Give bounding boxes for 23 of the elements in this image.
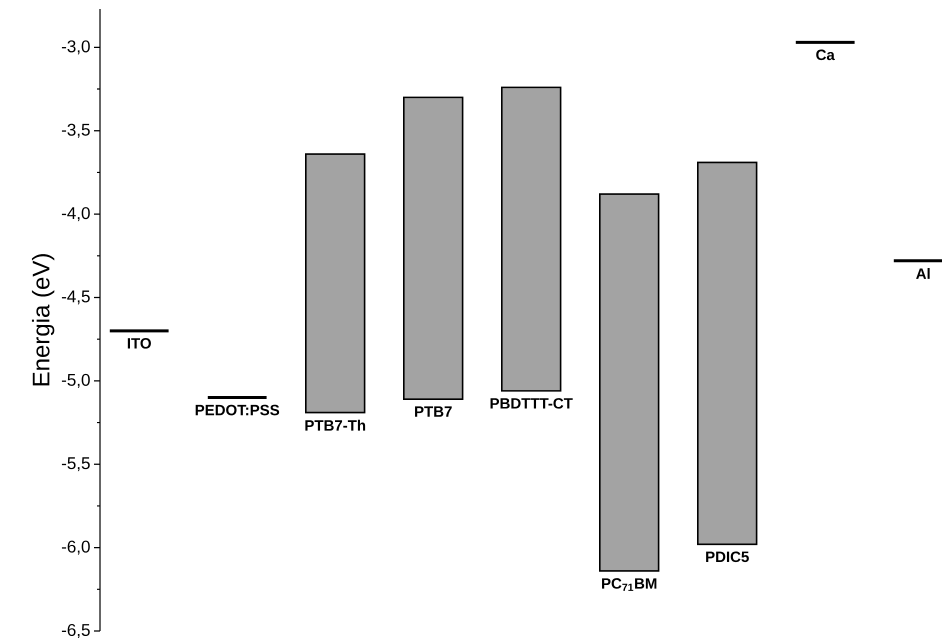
y-tick-label: -3,0	[62, 40, 90, 54]
x-tick-label: PBDTTT-CT	[490, 398, 573, 409]
y-tick-label: -5,0	[62, 374, 90, 388]
bar	[697, 162, 758, 546]
x-tick-label: PTB7-Th	[305, 420, 366, 431]
x-tick-label: PC$_{71}$BM	[602, 578, 656, 591]
x-tick-label: PDIC5	[706, 551, 749, 562]
y-tick-label: -4,0	[62, 207, 90, 222]
x-tick-label: Al	[916, 268, 930, 279]
y-axis-title: Energia (eV)	[32, 254, 54, 386]
bar	[501, 86, 562, 392]
x-tick-label: PEDOT:PSS	[196, 404, 280, 416]
bar	[403, 96, 464, 400]
y-tick-label: -6,0	[62, 540, 90, 555]
y-tick-label: -3,5	[62, 124, 90, 138]
y-tick-label: -6,5	[62, 624, 90, 638]
y-tick-label: -4,5	[62, 290, 90, 304]
bar	[305, 153, 366, 414]
x-tick-label: PTB7	[415, 406, 452, 417]
x-tick-label: ITO	[128, 338, 151, 349]
y-tick-label: -5,5	[62, 457, 90, 472]
x-tick-label: Ca	[816, 50, 835, 60]
bar	[599, 193, 660, 572]
